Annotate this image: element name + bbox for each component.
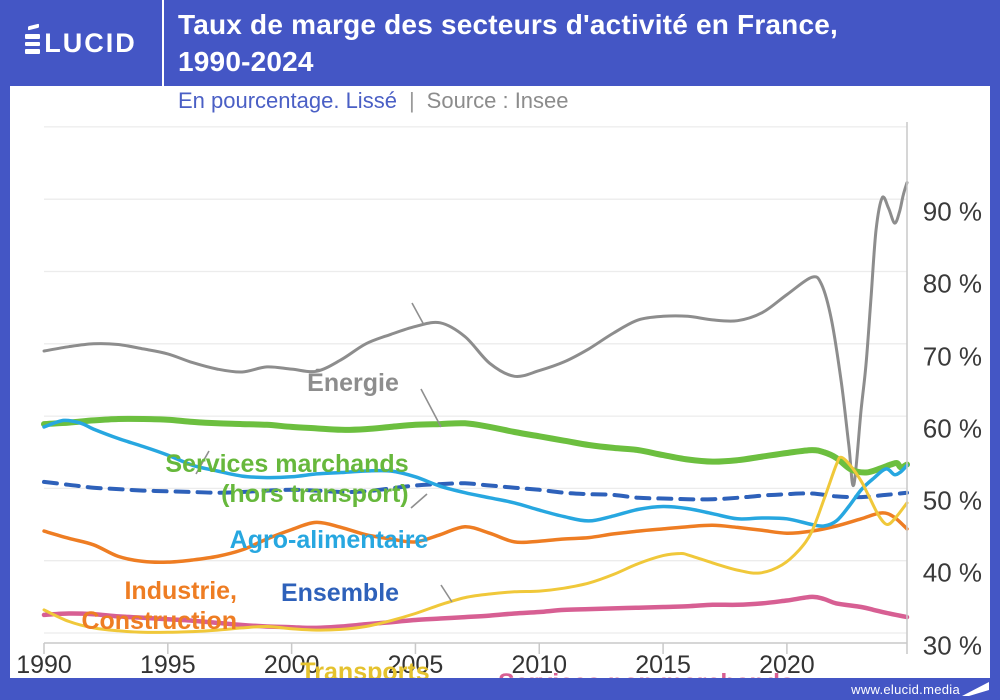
- x-axis-label-2005: 2005: [387, 651, 444, 679]
- subtitle-source: Source : Insee: [426, 88, 569, 113]
- footer-url: www.elucid.media: [851, 682, 960, 697]
- header-bar: LUCID Taux de marge des secteurs d'activ…: [0, 0, 1000, 86]
- y-axis-label-80: 80 %: [922, 268, 982, 299]
- subtitle-unit: En pourcentage. Lissé: [178, 88, 397, 113]
- series-line-transports: [42, 455, 909, 634]
- y-axis-label-30: 30 %: [922, 629, 982, 660]
- leader-line-ensemble: [410, 493, 428, 509]
- page-title: Taux de marge des secteurs d'activité en…: [178, 6, 990, 80]
- y-axis-label-50: 50 %: [922, 485, 982, 516]
- x-axis-label-1995: 1995: [140, 651, 196, 679]
- series-label-agro-alimentaire: Agro-alimentaire: [229, 526, 429, 554]
- x-axis-label-2015: 2015: [635, 651, 691, 679]
- subtitle-separator: |: [408, 88, 415, 113]
- series-line-services-marchands: [41, 415, 910, 476]
- leader-line-agro-alimentaire: [195, 450, 210, 475]
- y-axis-label-60: 60 %: [922, 413, 982, 444]
- leader-line-transports: [440, 584, 453, 603]
- series-label-services-marchands: Services marchands (hors transport): [165, 450, 409, 508]
- series-label-industrie-construction: Industrie, Construction: [81, 577, 237, 635]
- series-label-energie: Énergie: [307, 369, 399, 397]
- series-line-industrie-construction: [42, 511, 909, 565]
- elucid-logo: LUCID: [0, 0, 162, 86]
- logo-text: LUCID: [44, 27, 137, 58]
- flag-icon: [962, 682, 989, 696]
- series-line-energie: [42, 181, 909, 488]
- header-divider: [162, 0, 164, 86]
- x-axis-label-2020: 2020: [759, 651, 815, 679]
- y-axis-label-40: 40 %: [922, 557, 982, 588]
- elucid-logo-e-icon: [25, 23, 41, 54]
- x-axis-label-1990: 1990: [16, 651, 72, 679]
- series-line-services-non-marchands: [41, 594, 910, 631]
- line-chart: [41, 122, 910, 654]
- title-line-1: Taux de marge des secteurs d'activité en…: [178, 9, 839, 40]
- leader-line-services-marchands: [420, 388, 442, 428]
- series-line-agro-alimentaire: [42, 418, 909, 528]
- y-axis-label-90: 90 %: [922, 196, 982, 227]
- x-axis-label-2000: 2000: [263, 651, 320, 679]
- chart-subtitle: En pourcentage. Lissé | Source : Insee: [178, 88, 569, 114]
- leader-line-energie: [411, 302, 425, 326]
- series-line-ensemble: [42, 479, 909, 502]
- y-axis-label-70: 70 %: [922, 340, 982, 371]
- footer-bar: www.elucid.media: [0, 678, 1000, 700]
- right-border: [990, 86, 1000, 700]
- left-border: [0, 86, 10, 700]
- title-line-2: 1990-2024: [178, 46, 314, 77]
- series-label-ensemble: Ensemble: [280, 579, 400, 607]
- x-axis-label-2010: 2010: [511, 651, 568, 679]
